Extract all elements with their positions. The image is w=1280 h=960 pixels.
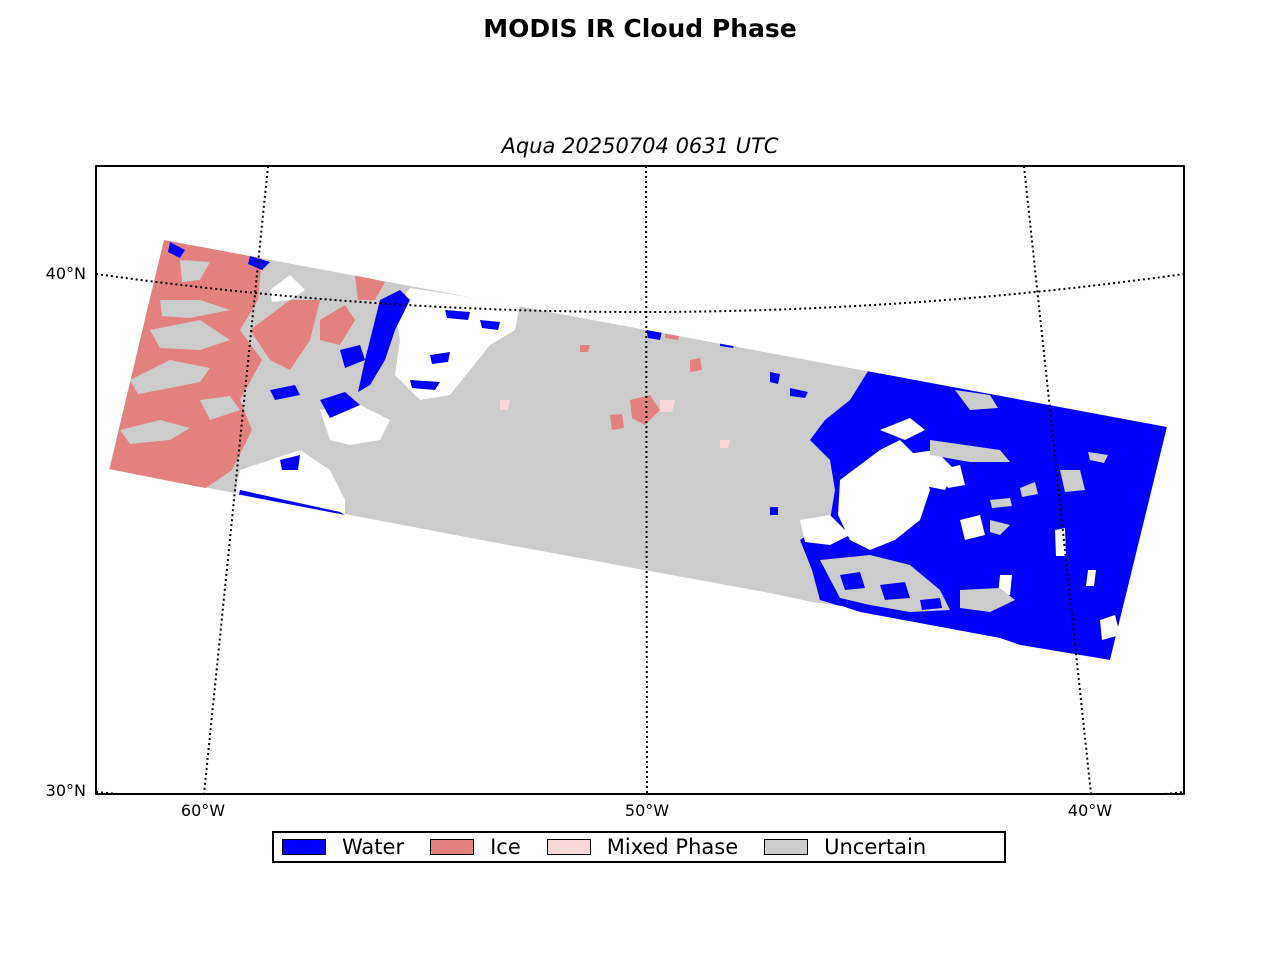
meridian-40w (1023, 166, 1092, 794)
clear-region (800, 418, 1120, 640)
cloud-phase-swath (109, 240, 1167, 660)
legend-item-water: Water (282, 835, 404, 859)
meridian-60w (203, 166, 269, 794)
legend-item-mixed-phase: Mixed Phase (546, 835, 739, 859)
legend: Water Ice Mixed Phase Uncertain (272, 831, 1006, 863)
lon-label-50w: 50°W (624, 801, 670, 820)
chart-title: MODIS IR Cloud Phase (483, 14, 797, 43)
legend-swatch-uncertain (764, 839, 809, 855)
legend-item-uncertain: Uncertain (764, 835, 926, 859)
uncertain-region (820, 390, 1108, 612)
legend-item-ice: Ice (430, 835, 521, 859)
parallel-30n-east (1164, 791, 1184, 794)
clear-region (235, 275, 520, 515)
legend-swatch-water (282, 839, 326, 855)
lat-label-40n: 40°N (45, 264, 86, 283)
map-frame (95, 165, 1185, 795)
legend-swatch-mixed-phase (546, 839, 591, 855)
legend-swatch-ice (430, 839, 475, 855)
parallel-40n (96, 273, 1184, 313)
chart-subtitle: Aqua 20250704 0631 UTC (501, 134, 779, 158)
graticule (96, 166, 1184, 794)
lon-label-60w: 60°W (180, 801, 226, 820)
lat-label-30n: 30°N (45, 781, 86, 800)
ice-region (250, 275, 385, 370)
water-region (818, 572, 942, 610)
legend-label-water: Water (342, 835, 405, 859)
uncertain-region (120, 260, 240, 444)
legend-label-uncertain: Uncertain (824, 835, 927, 859)
legend-label-ice: Ice (490, 835, 521, 859)
lon-label-40w: 40°W (1067, 801, 1113, 820)
ice-region (580, 330, 702, 430)
legend-label-mixed-phase: Mixed Phase (606, 835, 739, 859)
